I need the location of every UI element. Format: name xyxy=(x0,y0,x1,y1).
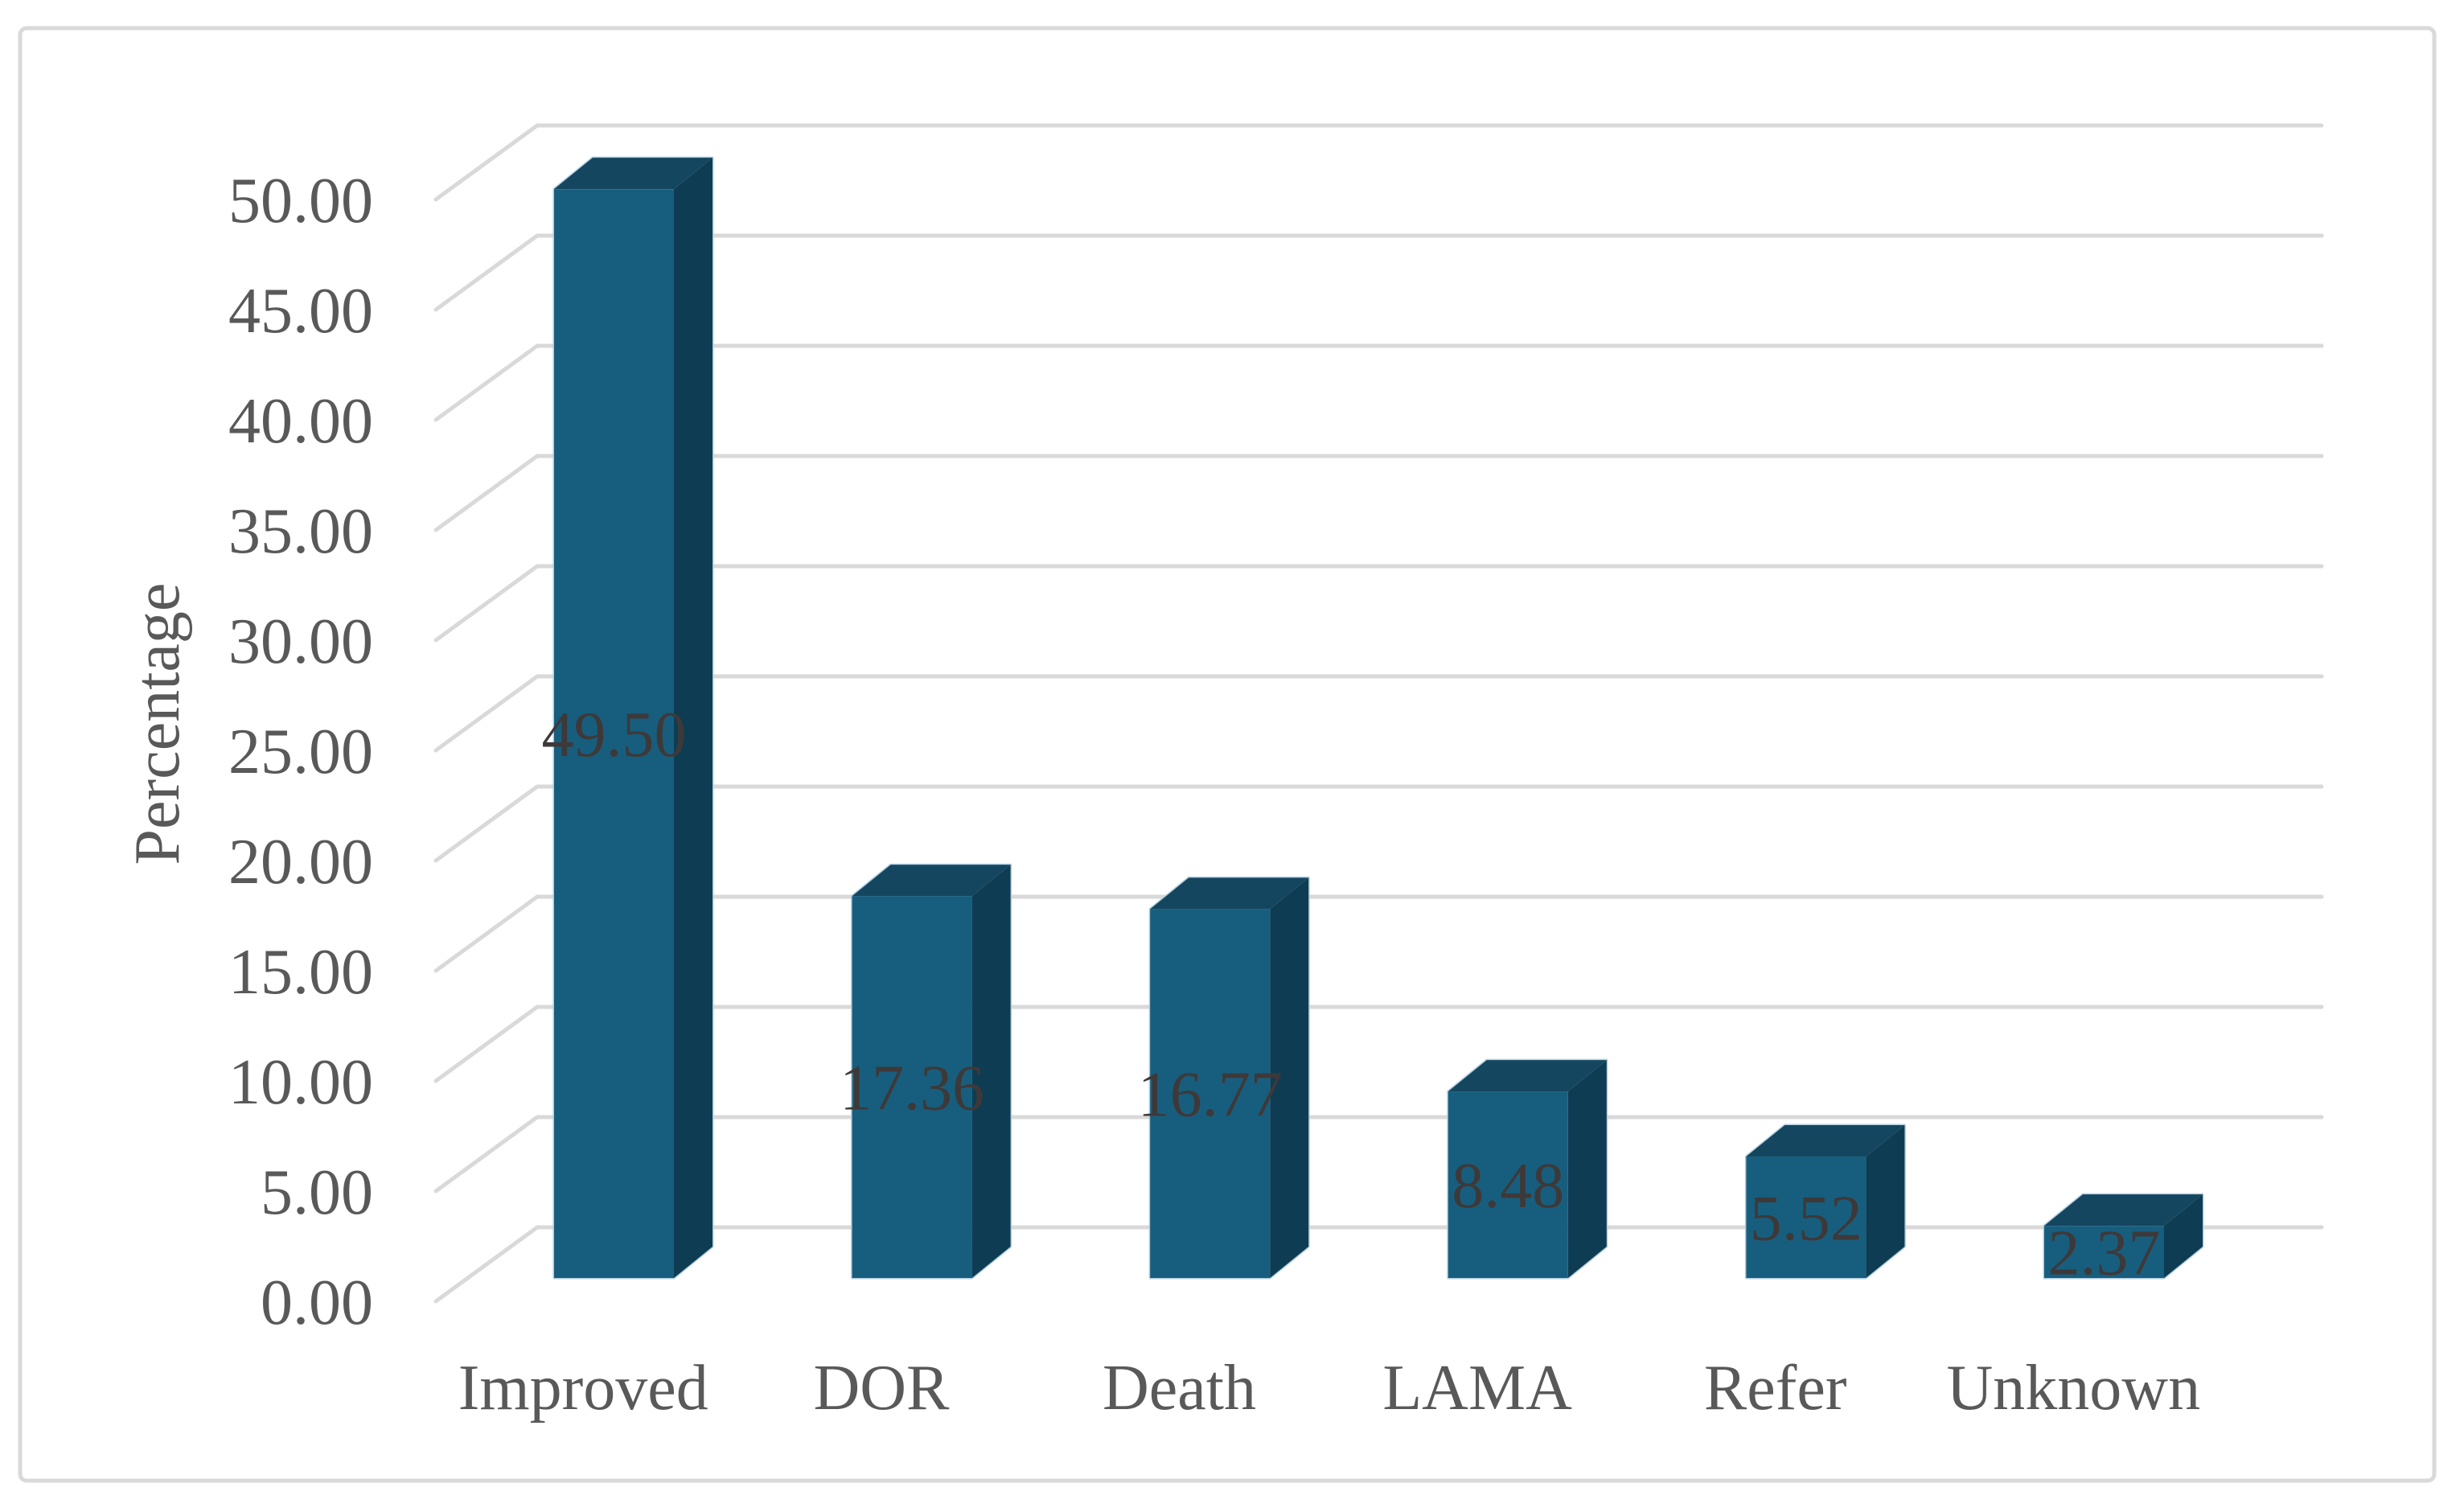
y-axis-title: Percentage xyxy=(122,583,193,865)
bar-face-side xyxy=(971,865,1011,1278)
bar-data-label: 5.52 xyxy=(1750,1184,1862,1255)
bar-face-side xyxy=(1567,1060,1607,1278)
gridline-10.00 xyxy=(433,1005,2324,1083)
y-tick-label: 35.00 xyxy=(228,496,373,567)
bar-face-top xyxy=(554,158,713,190)
bar-face-side xyxy=(2164,1194,2203,1278)
x-category-label-death: Death xyxy=(1103,1353,1256,1424)
gridline-40.00 xyxy=(433,343,2324,422)
bar-data-label: 8.48 xyxy=(1452,1151,1564,1222)
gridlines xyxy=(433,123,2324,1304)
bar-face-top xyxy=(2044,1194,2203,1226)
bars: 49.50 17.36 16.77 8.48 5.52 2.37 xyxy=(542,156,2204,1289)
bar-dor: 17.36 xyxy=(840,863,1012,1280)
y-tick-label: 50.00 xyxy=(228,166,373,236)
gridline-50.00 xyxy=(433,123,2324,202)
y-tick-label: 20.00 xyxy=(228,827,373,898)
bar-face-side xyxy=(1270,877,1309,1278)
bar-face-front xyxy=(1746,1157,1866,1278)
bar-face-top xyxy=(852,865,1011,897)
y-tick-label: 15.00 xyxy=(228,937,373,1008)
gridline-15.00 xyxy=(433,894,2324,973)
bar-data-label: 49.50 xyxy=(542,700,687,770)
bar-face-front xyxy=(2044,1226,2164,1278)
x-category-label-improved: Improved xyxy=(458,1353,708,1424)
y-tick-label: 5.00 xyxy=(261,1157,373,1228)
gridline-45.00 xyxy=(433,233,2324,312)
x-axis-category-labels: Improved DOR Death LAMA Refer Unknown xyxy=(458,1353,2200,1424)
x-category-label-unknown: Unknown xyxy=(1947,1353,2201,1424)
gridline-5.00 xyxy=(433,1115,2324,1194)
gridline-35.00 xyxy=(433,454,2324,532)
x-category-label-dor: DOR xyxy=(813,1353,950,1424)
bar-face-front xyxy=(554,189,674,1278)
x-category-label-lama: LAMA xyxy=(1382,1353,1572,1424)
bar-face-side xyxy=(1866,1125,1905,1278)
bar-data-label: 16.77 xyxy=(1138,1060,1283,1131)
y-tick-label: 45.00 xyxy=(228,276,373,347)
bar-unknown: 2.37 xyxy=(2043,1193,2204,1289)
y-tick-label: 25.00 xyxy=(228,717,373,787)
x-category-label-refer: Refer xyxy=(1704,1353,1847,1424)
gridline-25.00 xyxy=(433,674,2324,753)
gridline-20.00 xyxy=(433,784,2324,863)
y-tick-label: 30.00 xyxy=(228,606,373,677)
bar-face-front xyxy=(1150,909,1271,1278)
bar-face-top xyxy=(1448,1060,1607,1092)
bar-refer: 5.52 xyxy=(1744,1124,1906,1280)
bar-face-front xyxy=(1448,1091,1568,1278)
bar-lama: 8.48 xyxy=(1447,1058,1608,1280)
bar-face-top xyxy=(1746,1125,1905,1157)
y-axis-tick-labels: 0.00 5.00 10.00 15.00 20.00 25.00 30.00 35.00 40… xyxy=(228,166,373,1338)
y-tick-label: 10.00 xyxy=(228,1047,373,1118)
y-tick-label: 40.00 xyxy=(228,386,373,457)
bar-face-front xyxy=(852,896,972,1278)
y-tick-label: 0.00 xyxy=(261,1268,373,1338)
bar-face-side xyxy=(674,158,713,1278)
bar-data-label: 17.36 xyxy=(840,1054,984,1124)
bar-face-top xyxy=(1150,877,1309,910)
gridline-0.00 xyxy=(433,1225,2324,1304)
gridline-30.00 xyxy=(433,564,2324,643)
bar-death: 16.77 xyxy=(1138,876,1310,1280)
bar-data-label: 2.37 xyxy=(2048,1218,2161,1289)
bar-improved: 49.50 xyxy=(542,156,714,1280)
